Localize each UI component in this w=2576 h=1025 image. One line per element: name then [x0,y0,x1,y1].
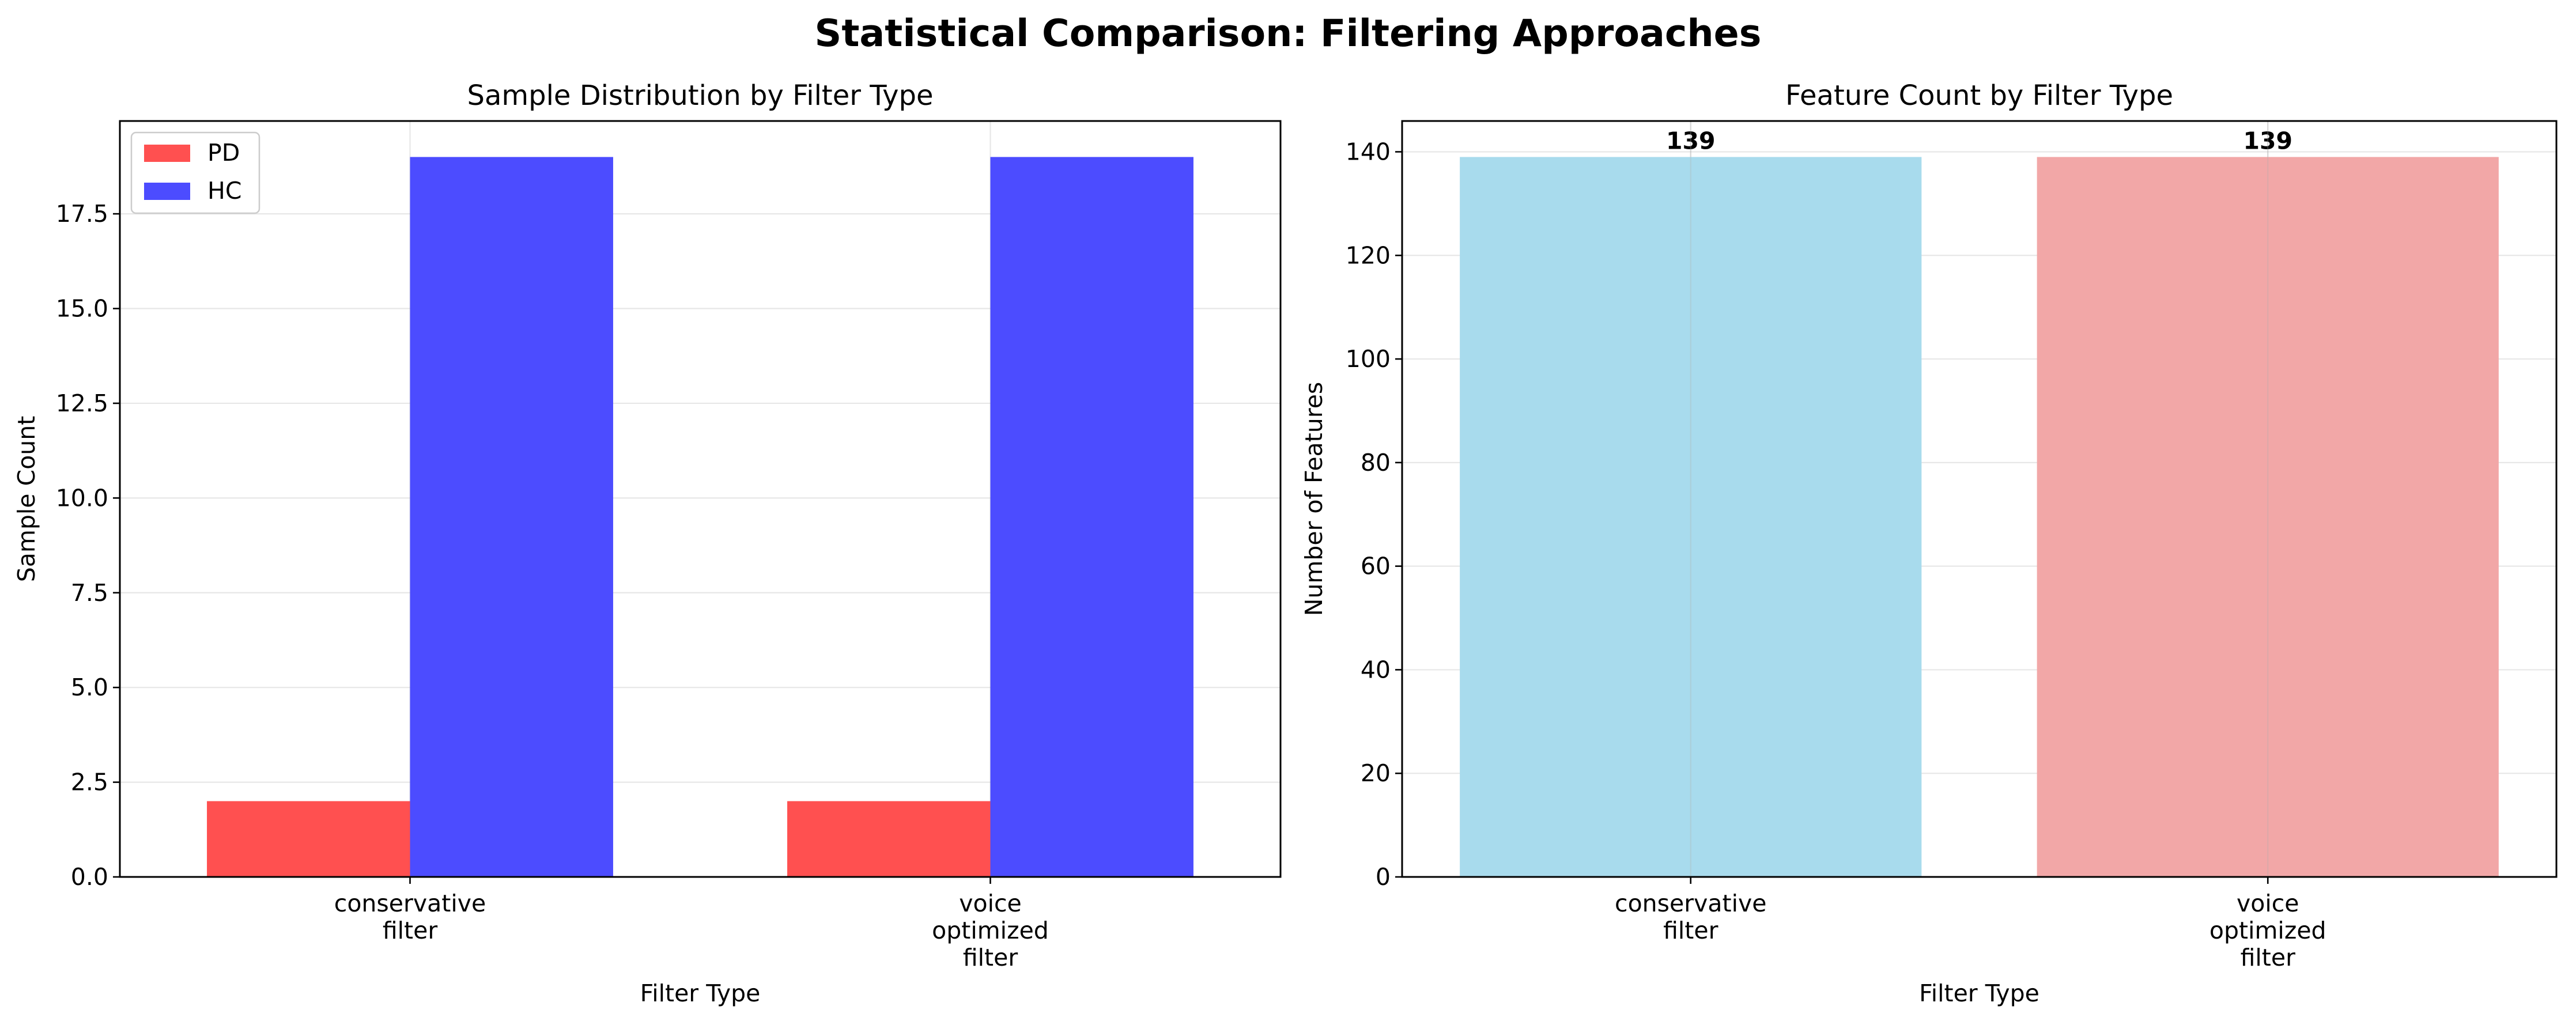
y-tick-label: 10.0 [56,484,108,512]
y-tick-label: 100 [1346,345,1391,373]
sample-distribution-chart: 0.0 2.5 5.0 7.5 10.0 12.5 15.0 17.5 conservative… [13,80,1282,1007]
x-axis-label: Filter Type [640,979,761,1007]
y-tick-label: 17.5 [56,200,108,228]
data-label: 139 [1666,127,1716,154]
y-tick-label: 120 [1346,241,1391,269]
x-axis-label: Filter Type [1919,979,2039,1007]
x-tick-label: voice optimized filter [932,890,1049,971]
bar-pd [787,801,991,877]
y-axis-label: Sample Count [13,416,40,583]
bar-hc [990,157,1193,877]
y-tick-label: 5.0 [71,674,108,701]
y-tick-label: 60 [1361,553,1391,580]
y-tick-label: 7.5 [71,579,108,607]
x-tick-label: voice optimized filter [2209,890,2326,971]
chart-title: Sample Distribution by Filter Type [467,80,933,112]
legend-swatch-hc [144,183,190,200]
axes-frame [1401,120,2558,878]
y-tick-label: 0.0 [71,863,108,891]
feature-count-chart: 0 20 40 60 80 100 120 140 conservative filter voic… [1300,80,2558,1007]
x-tick-label: conservative filter [1615,890,1766,944]
y-tick-label: 0 [1376,863,1391,891]
bar [2037,157,2499,877]
data-label: 139 [2243,127,2292,154]
bar-hc [410,157,613,877]
y-tick-label: 80 [1361,449,1391,476]
legend: PD HC [130,131,260,214]
y-tick-label: 2.5 [71,769,108,796]
figure-title: Statistical Comparison: Filtering Approa… [815,12,1762,55]
y-tick-label: 12.5 [56,389,108,417]
y-tick-label: 20 [1361,759,1391,787]
bar [1460,157,1922,877]
y-tick-label: 40 [1361,656,1391,683]
legend-label-hc: HC [207,177,241,205]
y-axis-label: Number of Features [1300,382,1328,616]
legend-label-pd: PD [207,139,240,167]
chart-title: Feature Count by Filter Type [1785,80,2173,112]
legend-swatch-pd [144,145,190,162]
x-tick-label: conservative filter [334,890,486,944]
y-tick-label: 140 [1346,138,1391,165]
bar-pd [207,801,410,877]
y-tick-label: 15.0 [56,295,108,323]
axes-frame [119,120,1282,878]
